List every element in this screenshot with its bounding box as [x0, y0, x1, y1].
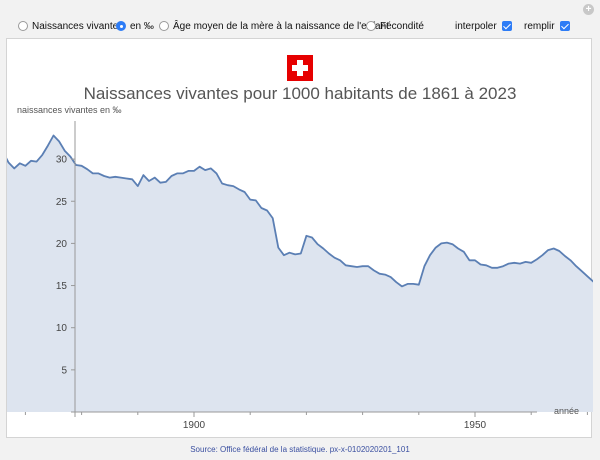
checkbox-label: interpoler — [455, 20, 497, 32]
radio-label: en ‰ — [130, 20, 154, 32]
radio-age-moyen-mere[interactable]: Âge moyen de la mère à la naissance de l… — [159, 19, 389, 33]
x-tick-label: 1900 — [183, 420, 206, 431]
source-note[interactable]: Source: Office fédéral de la statistique… — [190, 445, 410, 454]
area-chart: 51015202530190019502000année — [7, 121, 593, 431]
controls-bar: Naissances vivantes en ‰ Âge moyen de la… — [0, 0, 600, 36]
plus-icon[interactable]: + — [583, 4, 594, 15]
y-tick-label: 20 — [56, 239, 68, 250]
y-tick-label: 10 — [56, 323, 68, 334]
chart-panel: Naissances vivantes pour 1000 habitants … — [6, 38, 593, 438]
chart-title: Naissances vivantes pour 1000 habitants … — [83, 84, 517, 103]
radio-naissances-vivantes[interactable]: Naissances vivantes — [18, 19, 123, 33]
y-tick-label: 30 — [56, 155, 68, 166]
checkbox-checked[interactable] — [559, 21, 570, 31]
radio-button-selected[interactable] — [116, 21, 126, 31]
radio-button[interactable] — [366, 21, 376, 31]
swiss-flag-icon — [287, 55, 313, 81]
radio-label: Âge moyen de la mère à la naissance de l… — [173, 20, 389, 32]
x-tick-label: 1950 — [464, 420, 487, 431]
y-tick-label: 25 — [56, 197, 68, 208]
series-line — [7, 134, 593, 288]
radio-label: Fécondité — [380, 20, 424, 32]
radio-en-pour-mille[interactable]: en ‰ — [116, 19, 154, 33]
y-axis-label: naissances vivantes en ‰ — [17, 105, 122, 115]
radio-button[interactable] — [18, 21, 28, 31]
y-tick-label: 5 — [61, 365, 67, 376]
checkbox-interpoler[interactable]: interpoler — [455, 19, 512, 33]
radio-button[interactable] — [159, 21, 169, 31]
x-axis-label: année — [554, 406, 579, 416]
y-tick-label: 15 — [56, 281, 68, 292]
checkbox-label: remplir — [524, 20, 555, 32]
checkbox-remplir[interactable]: remplir — [524, 19, 570, 33]
area-fill — [7, 135, 593, 412]
radio-label: Naissances vivantes — [32, 20, 124, 32]
checkbox-checked[interactable] — [501, 21, 512, 31]
radio-fecondite[interactable]: Fécondité — [366, 19, 424, 33]
